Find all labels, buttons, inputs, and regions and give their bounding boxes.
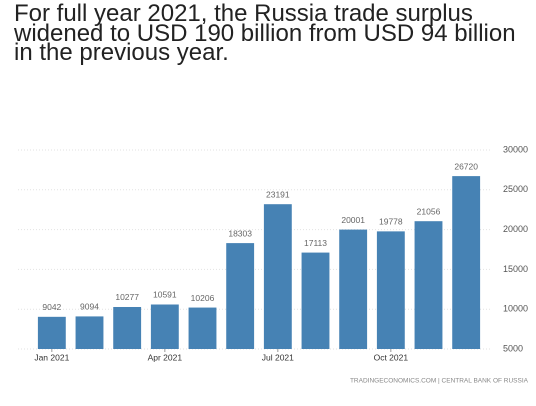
value-label: 23191 [266,189,290,199]
value-label: 19778 [379,217,403,227]
bar [414,221,443,349]
value-label: 9094 [80,302,99,312]
bar [376,231,405,349]
y-tick-label: 25000 [503,184,528,194]
y-tick-label: 30000 [503,144,528,154]
x-tick-label: Jul 2021 [262,352,294,362]
x-tick-label: Jan 2021 [34,352,69,362]
source: TRADINGECONOMICS.COM | CENTRAL BANK OF R… [350,378,529,385]
bar [150,304,179,349]
value-label: 10206 [191,293,215,303]
bar [339,229,368,349]
value-label: 18303 [228,228,252,238]
bar [188,307,217,349]
value-label: 17113 [304,238,327,248]
bar [226,243,255,349]
value-label: 20001 [341,215,365,225]
y-tick-label: 10000 [503,304,528,314]
value-label: 10277 [115,292,139,302]
bar [113,306,142,349]
bar [301,252,330,349]
y-tick-label: 5000 [503,343,523,353]
value-label: 9042 [42,302,61,312]
y-tick-label: 20000 [503,224,528,234]
bar [263,204,292,349]
y-tick-label: 15000 [503,264,528,274]
x-tick-label: Oct 2021 [374,352,409,362]
x-tick-label: Apr 2021 [148,352,183,362]
value-label: 10591 [153,290,177,300]
headline: For full year 2021, the Russia trade sur… [14,0,516,66]
bar [75,316,104,349]
value-label: 26720 [454,161,478,171]
bar [37,316,66,349]
bar [452,176,481,349]
value-label: 21056 [417,206,441,216]
